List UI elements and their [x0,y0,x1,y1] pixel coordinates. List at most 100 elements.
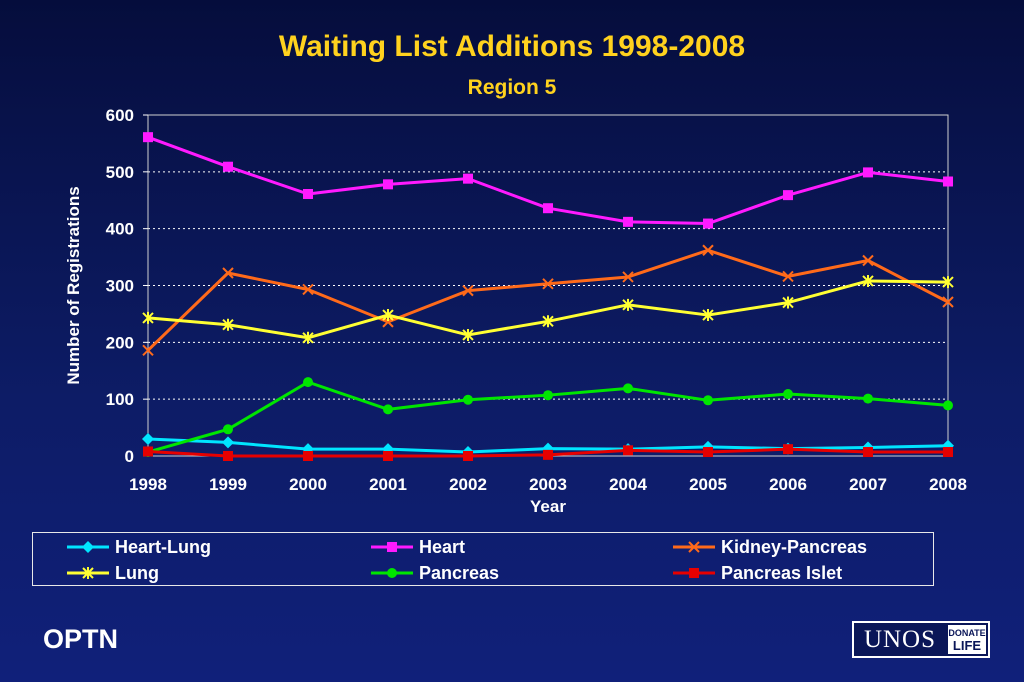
unos-donate-life-logo: UNOS DONATE LIFE [852,621,990,658]
data-point-pancreas-islet [863,447,873,458]
x-tick-label: 2000 [289,475,327,494]
x-tick-label: 2004 [609,475,647,494]
data-point-kidney-pancreas [142,344,154,356]
data-point-heart [703,218,713,229]
data-point-lung [542,315,554,328]
data-point-pancreas [783,389,793,400]
legend-marker-heart-lung [67,541,109,553]
data-point-heart [463,173,473,184]
y-tick-label: 500 [106,163,134,182]
legend-label: Pancreas [419,562,500,583]
data-point-lung [302,331,314,344]
data-point-pancreas [703,395,713,406]
data-point-kidney-pancreas [542,278,554,290]
x-tick-label: 2006 [769,475,807,494]
data-point-heart [383,179,393,190]
data-point-lung [622,298,634,311]
x-tick-label: 2001 [369,475,407,494]
x-tick-label: 2007 [849,475,887,494]
legend-marker-pancreas-islet [673,568,715,578]
legend-item-heart-lung: Heart-Lung [67,536,211,558]
chart-legend: Heart-Lung Heart Kidney-Pancreas Lung Pa… [32,532,934,586]
data-point-pancreas-islet [383,451,393,461]
data-point-heart-lung [142,432,154,445]
data-point-pancreas [863,393,873,404]
data-point-lung [142,311,154,324]
chart-title: Waiting List Additions 1998-2008 [278,30,746,63]
data-point-kidney-pancreas [622,271,634,283]
legend-label: Heart-Lung [115,536,211,557]
data-point-pancreas [383,404,393,415]
x-tick-label: 2003 [529,475,567,494]
data-point-pancreas [303,377,313,388]
data-point-lung [782,296,794,309]
data-point-pancreas [463,394,473,405]
legend-marker-kidney-pancreas [673,541,715,553]
data-point-lung [382,309,394,322]
data-point-kidney-pancreas [302,283,314,296]
data-point-heart-lung [222,436,234,449]
legend-label: Lung [115,562,159,583]
x-tick-label: 2005 [689,475,727,494]
data-point-kidney-pancreas [942,296,954,308]
legend-marker-heart [371,542,413,552]
y-tick-label: 600 [106,106,134,125]
series-line-kidney-pancreas [146,248,949,352]
legend-marker-pancreas [371,568,413,578]
data-point-lung [702,309,714,322]
legend-label: Heart [419,536,466,557]
x-tick-label: 1999 [209,475,247,494]
data-point-kidney-pancreas [702,244,714,256]
data-point-pancreas-islet [943,447,953,458]
y-axis-label: Number of Registrations [64,186,83,384]
data-point-heart [943,176,953,187]
donate-life-badge: DONATE LIFE [948,625,986,654]
data-point-heart [543,203,553,214]
legend-label: Pancreas Islet [721,562,843,583]
data-point-lung [862,274,874,287]
data-point-heart [863,167,873,178]
legend-item-pancreas: Pancreas [371,562,499,584]
data-point-kidney-pancreas [782,270,794,283]
x-tick-label: 2002 [449,475,487,494]
donate-life-top: DONATE [948,627,986,638]
data-point-kidney-pancreas [222,267,234,279]
legend-item-heart: Heart [371,536,465,558]
chart-subtitle: Region 5 [467,76,557,99]
y-tick-label: 200 [106,333,134,352]
data-point-pancreas-islet [783,444,793,455]
data-point-pancreas-islet [623,445,633,456]
data-point-heart [783,190,793,201]
line-chart: 0 100 200 300 400 500 600 1998 1999 2000 2001 2002 2… [64,106,967,516]
data-point-pancreas-islet [543,449,553,460]
legend-item-pancreas-islet: Pancreas Islet [673,562,842,584]
data-point-pancreas [543,390,553,401]
y-tick-label: 300 [106,277,134,296]
data-point-heart [623,216,633,227]
data-point-lung [462,328,474,341]
data-point-pancreas [623,383,633,394]
legend-item-lung: Lung [67,562,159,584]
series-line-lung [147,279,949,340]
data-point-kidney-pancreas [862,254,874,267]
data-point-lung [942,276,954,289]
data-point-pancreas-islet [223,451,233,461]
data-point-heart [303,188,313,199]
data-point-lung [222,318,234,331]
legend-label: Kidney-Pancreas [721,536,868,557]
data-point-pancreas-islet [703,447,713,458]
data-point-pancreas [223,424,233,435]
unos-logo-text: UNOS [863,625,937,653]
y-tick-label: 0 [125,447,134,466]
x-axis-label: Year [530,497,566,516]
data-point-kidney-pancreas [462,284,474,297]
x-tick-label: 2008 [929,475,967,494]
data-point-pancreas-islet [303,451,313,461]
data-point-pancreas-islet [143,446,153,457]
data-point-heart [223,161,233,172]
y-tick-label: 400 [106,220,134,239]
legend-marker-lung [67,567,109,579]
x-tick-label: 1998 [129,475,167,494]
donate-life-bottom: LIFE [952,637,982,653]
optn-label: OPTN [43,624,119,654]
